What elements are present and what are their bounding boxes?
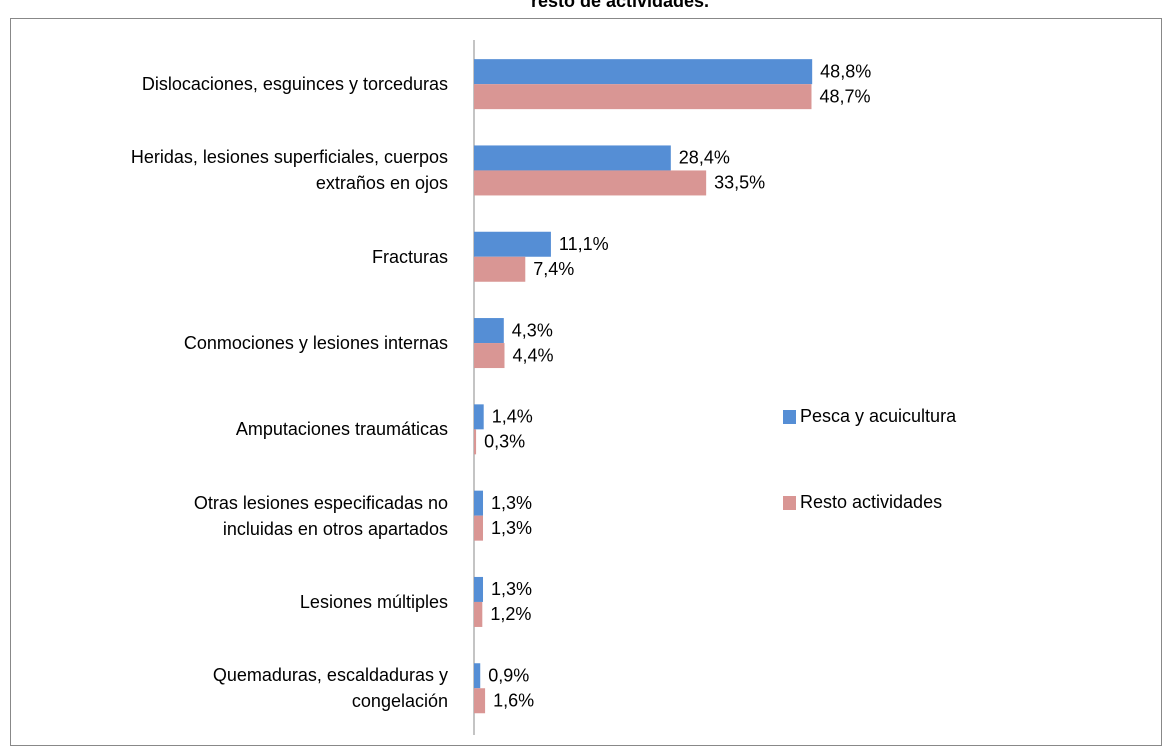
category-label: Quemaduras, escaldaduras y congelación <box>212 665 448 712</box>
value-label: 0,9% <box>488 666 529 686</box>
category-label: Lesiones múltiples <box>299 591 448 612</box>
category-label: Heridas, lesiones superficiales, cuerpos… <box>130 147 448 194</box>
bar <box>474 59 813 85</box>
category-label: Conmociones y lesiones internas <box>183 333 448 354</box>
value-label: 4,4% <box>512 345 553 365</box>
value-label: 1,4% <box>492 407 533 427</box>
bar <box>474 601 483 627</box>
value-label: 0,3% <box>484 432 525 452</box>
bar <box>474 170 707 196</box>
bar <box>474 404 484 430</box>
legend-label: Resto actividades <box>800 492 942 512</box>
legend-swatch <box>783 496 796 510</box>
bar <box>474 318 504 344</box>
bar <box>474 256 526 282</box>
bar <box>474 663 481 689</box>
value-label: 1,2% <box>490 604 531 624</box>
bar <box>474 343 505 369</box>
bar <box>474 576 484 602</box>
value-label: 33,5% <box>714 173 765 193</box>
value-label: 4,3% <box>512 320 553 340</box>
value-label: 7,4% <box>533 259 574 279</box>
value-label: 1,3% <box>491 493 532 513</box>
value-label: 48,8% <box>820 61 871 81</box>
category-label: Amputaciones traumáticas <box>235 419 448 440</box>
value-label: 11,1% <box>559 234 609 254</box>
category-label: Fracturas <box>371 246 448 267</box>
bar <box>474 429 477 455</box>
bar <box>474 231 551 257</box>
bar <box>474 515 484 541</box>
bar <box>474 688 486 714</box>
chart-frame <box>10 18 1162 746</box>
value-label: 48,7% <box>819 86 870 106</box>
value-label: 1,3% <box>491 579 532 599</box>
value-label: 1,3% <box>491 518 532 538</box>
value-label: 28,4% <box>679 148 730 168</box>
category-label: Otras lesiones especificadas no incluida… <box>193 492 448 539</box>
bar <box>474 490 484 516</box>
chart-title: resto de actividades. <box>531 0 709 11</box>
bar <box>474 145 671 171</box>
legend-swatch <box>783 410 796 424</box>
bar <box>474 84 812 110</box>
category-label: Dislocaciones, esguinces y torceduras <box>141 74 448 95</box>
legend-label: Pesca y acuicultura <box>800 406 957 426</box>
value-label: 1,6% <box>493 691 534 711</box>
